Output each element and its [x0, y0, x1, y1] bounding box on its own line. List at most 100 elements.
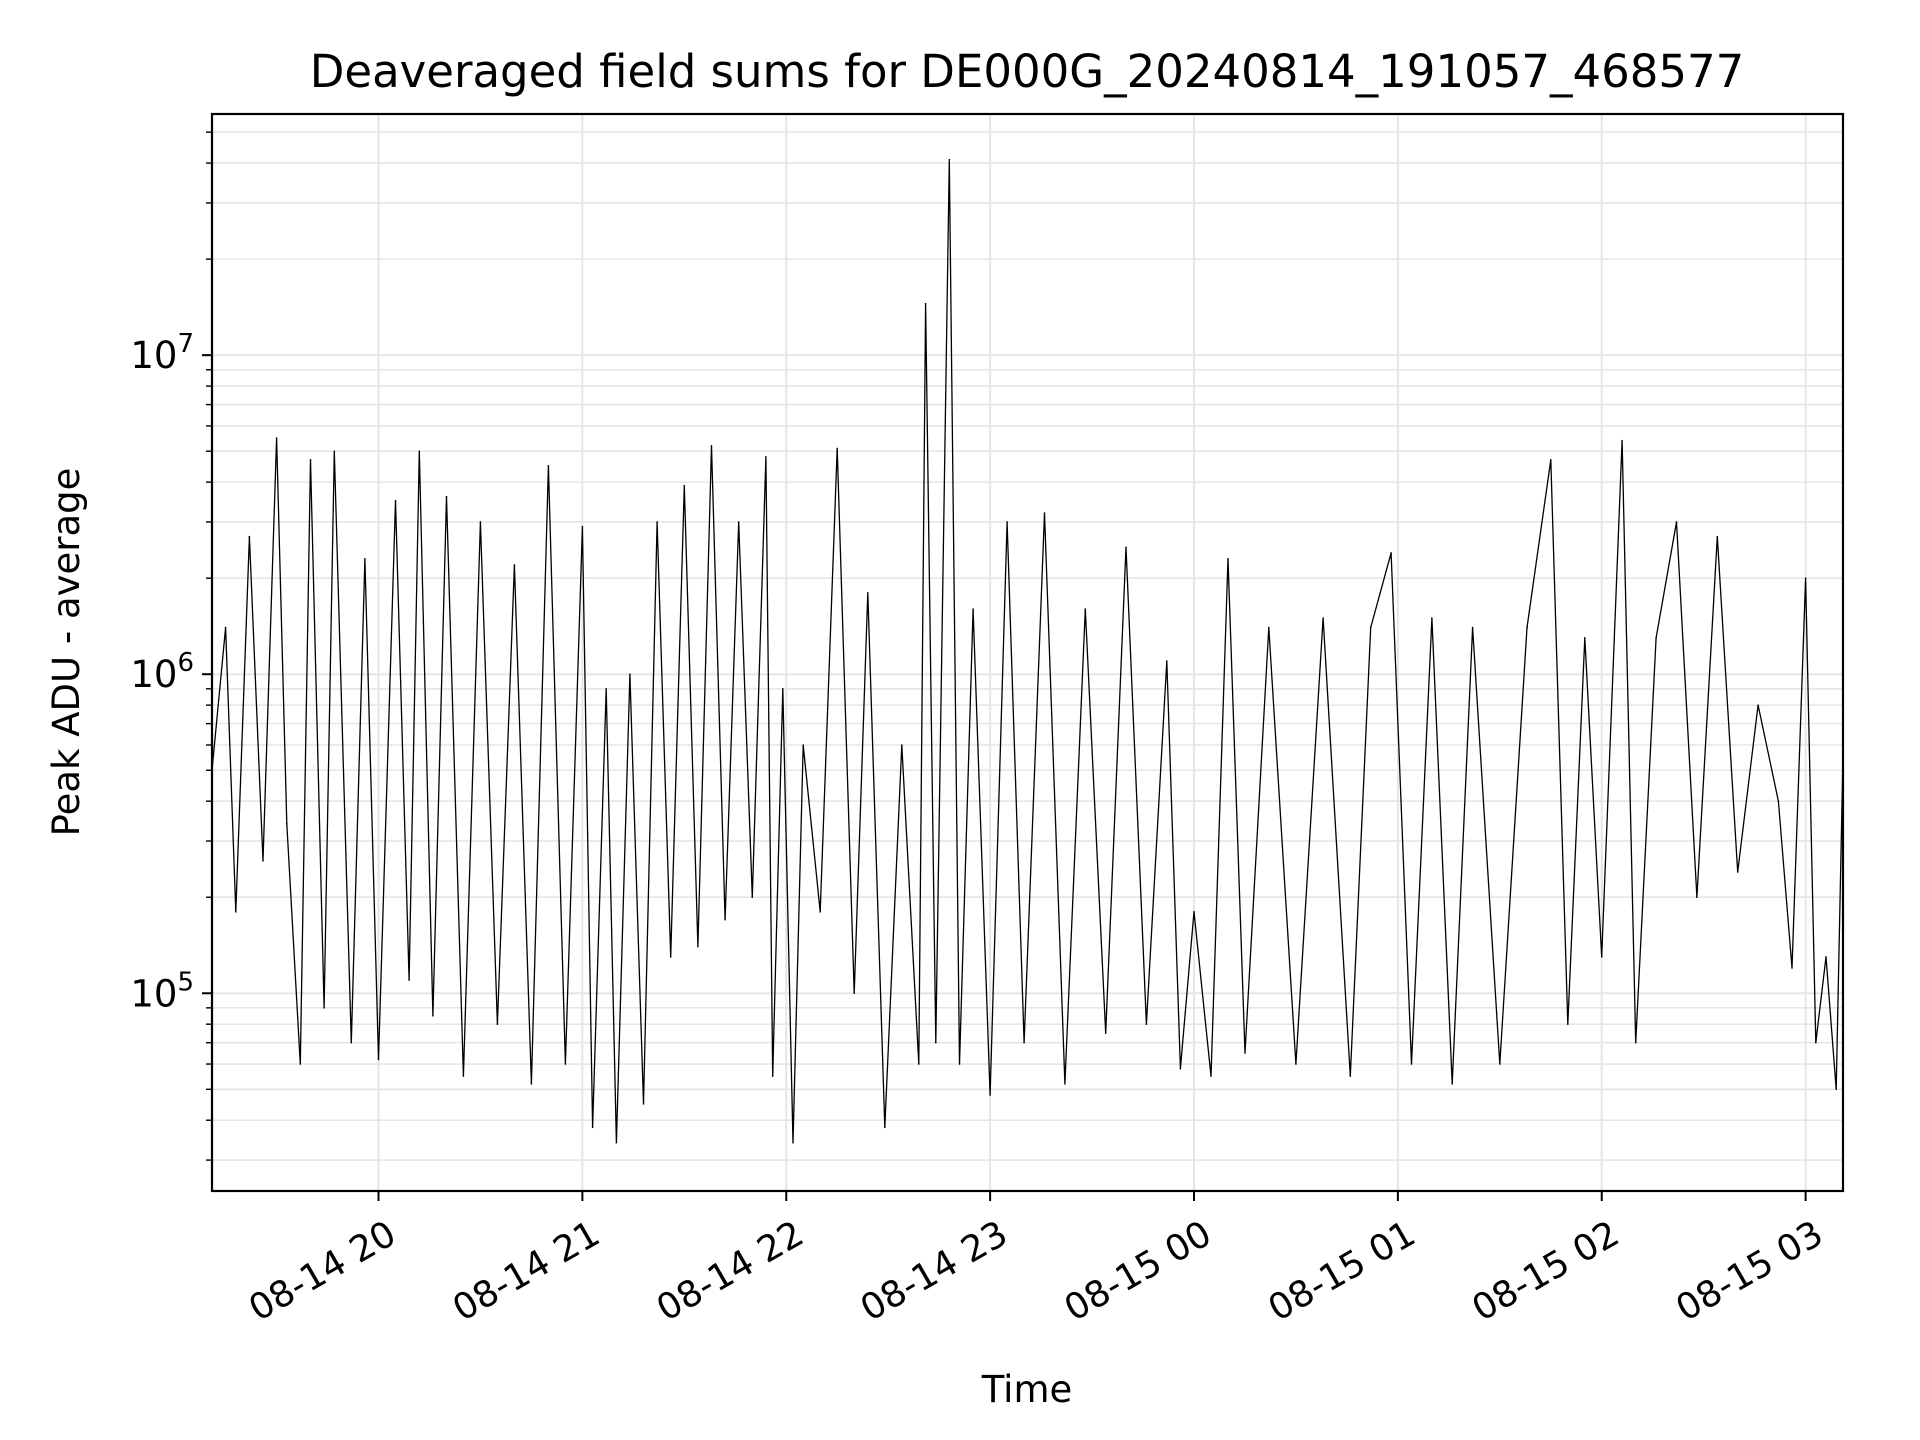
data-point — [866, 591, 869, 594]
data-point — [445, 495, 448, 498]
data-point — [1084, 608, 1087, 610]
data-point — [1696, 896, 1698, 899]
data-point — [1716, 535, 1719, 538]
data-point — [1451, 1083, 1454, 1085]
data-point — [496, 1023, 499, 1025]
data-point — [1804, 577, 1807, 579]
data-point — [1583, 637, 1586, 639]
data-point — [513, 564, 516, 566]
data-point — [1006, 521, 1008, 523]
data-point — [1431, 617, 1433, 619]
data-point — [1390, 552, 1392, 554]
data-point — [948, 158, 951, 161]
data-point — [564, 1063, 567, 1065]
data-point — [642, 1103, 645, 1105]
data-point — [1322, 617, 1324, 619]
data-point — [934, 1041, 937, 1044]
data-point — [1471, 626, 1474, 629]
data-point — [1064, 1083, 1066, 1085]
data-point — [333, 450, 336, 453]
data-point — [234, 911, 237, 913]
y-tick-label: 106 — [130, 648, 194, 696]
data-point — [285, 822, 288, 825]
data-point — [836, 447, 839, 450]
data-point — [771, 1075, 774, 1077]
data-point — [1145, 1023, 1148, 1025]
data-point — [1499, 1063, 1501, 1065]
data-point — [782, 688, 784, 690]
data-point — [1655, 637, 1657, 639]
data-point — [309, 458, 312, 461]
data-point — [1193, 911, 1195, 913]
data-point — [1675, 521, 1678, 523]
data-point — [1349, 1075, 1352, 1077]
data-point — [924, 302, 927, 305]
data-point — [883, 1126, 886, 1129]
data-point — [377, 1058, 380, 1061]
data-point — [917, 1063, 920, 1065]
data-point — [350, 1041, 353, 1044]
data-point — [605, 688, 607, 690]
y-tick-label: 105 — [130, 967, 194, 1015]
data-point — [656, 521, 658, 523]
data-point — [1043, 512, 1046, 514]
data-point — [1791, 967, 1793, 969]
data-point — [669, 956, 672, 958]
data-point — [1777, 800, 1780, 802]
data-point — [1227, 558, 1229, 560]
data-point — [1736, 871, 1739, 873]
data-point — [958, 1063, 961, 1065]
data-point — [1600, 956, 1603, 958]
data-point — [248, 535, 251, 538]
grid — [212, 114, 1843, 1191]
data-point — [1295, 1063, 1297, 1065]
data-point — [972, 608, 974, 610]
data-point — [683, 484, 686, 487]
plot-frame — [210, 112, 1845, 1193]
data-point — [989, 1094, 991, 1096]
data-point — [275, 437, 278, 439]
data-point — [530, 1083, 533, 1085]
data-point — [900, 744, 903, 746]
data-point — [765, 456, 767, 458]
data-point — [615, 1141, 618, 1144]
data-point — [432, 1014, 434, 1017]
data-point — [479, 521, 482, 523]
data-point — [1815, 1041, 1817, 1044]
data-point — [394, 499, 397, 502]
data-point — [1179, 1067, 1182, 1070]
data-point — [1835, 1088, 1838, 1091]
data-point — [1549, 458, 1552, 461]
x-axis-label: Time — [981, 1368, 1073, 1411]
data-point — [1166, 660, 1168, 662]
data-point — [710, 444, 713, 447]
data-point — [1244, 1052, 1246, 1054]
data-point — [1825, 956, 1827, 958]
data-point — [1104, 1032, 1107, 1034]
data-point — [1023, 1041, 1025, 1044]
data-point — [737, 521, 740, 523]
data-point — [418, 450, 421, 453]
data-point — [547, 465, 550, 467]
y-tick-label: 107 — [130, 329, 194, 377]
data-point — [462, 1075, 465, 1077]
data-point — [853, 992, 856, 995]
data-point — [1369, 626, 1372, 629]
data-point — [262, 860, 264, 862]
data-point — [224, 626, 227, 629]
data-point — [819, 911, 822, 913]
data-point — [408, 979, 410, 981]
series-line-group — [211, 158, 1844, 1144]
data-point — [792, 1141, 794, 1144]
data-point — [1267, 626, 1270, 629]
data-point — [581, 525, 584, 528]
data-point — [751, 896, 754, 899]
data-point — [1566, 1023, 1569, 1025]
chart-title: Deaveraged field sums for DE000G_2024081… — [310, 45, 1745, 98]
data-point — [364, 558, 366, 560]
data-point — [1526, 626, 1528, 629]
data-point — [1125, 546, 1127, 549]
data-point — [1210, 1075, 1212, 1077]
data-point — [724, 918, 726, 921]
